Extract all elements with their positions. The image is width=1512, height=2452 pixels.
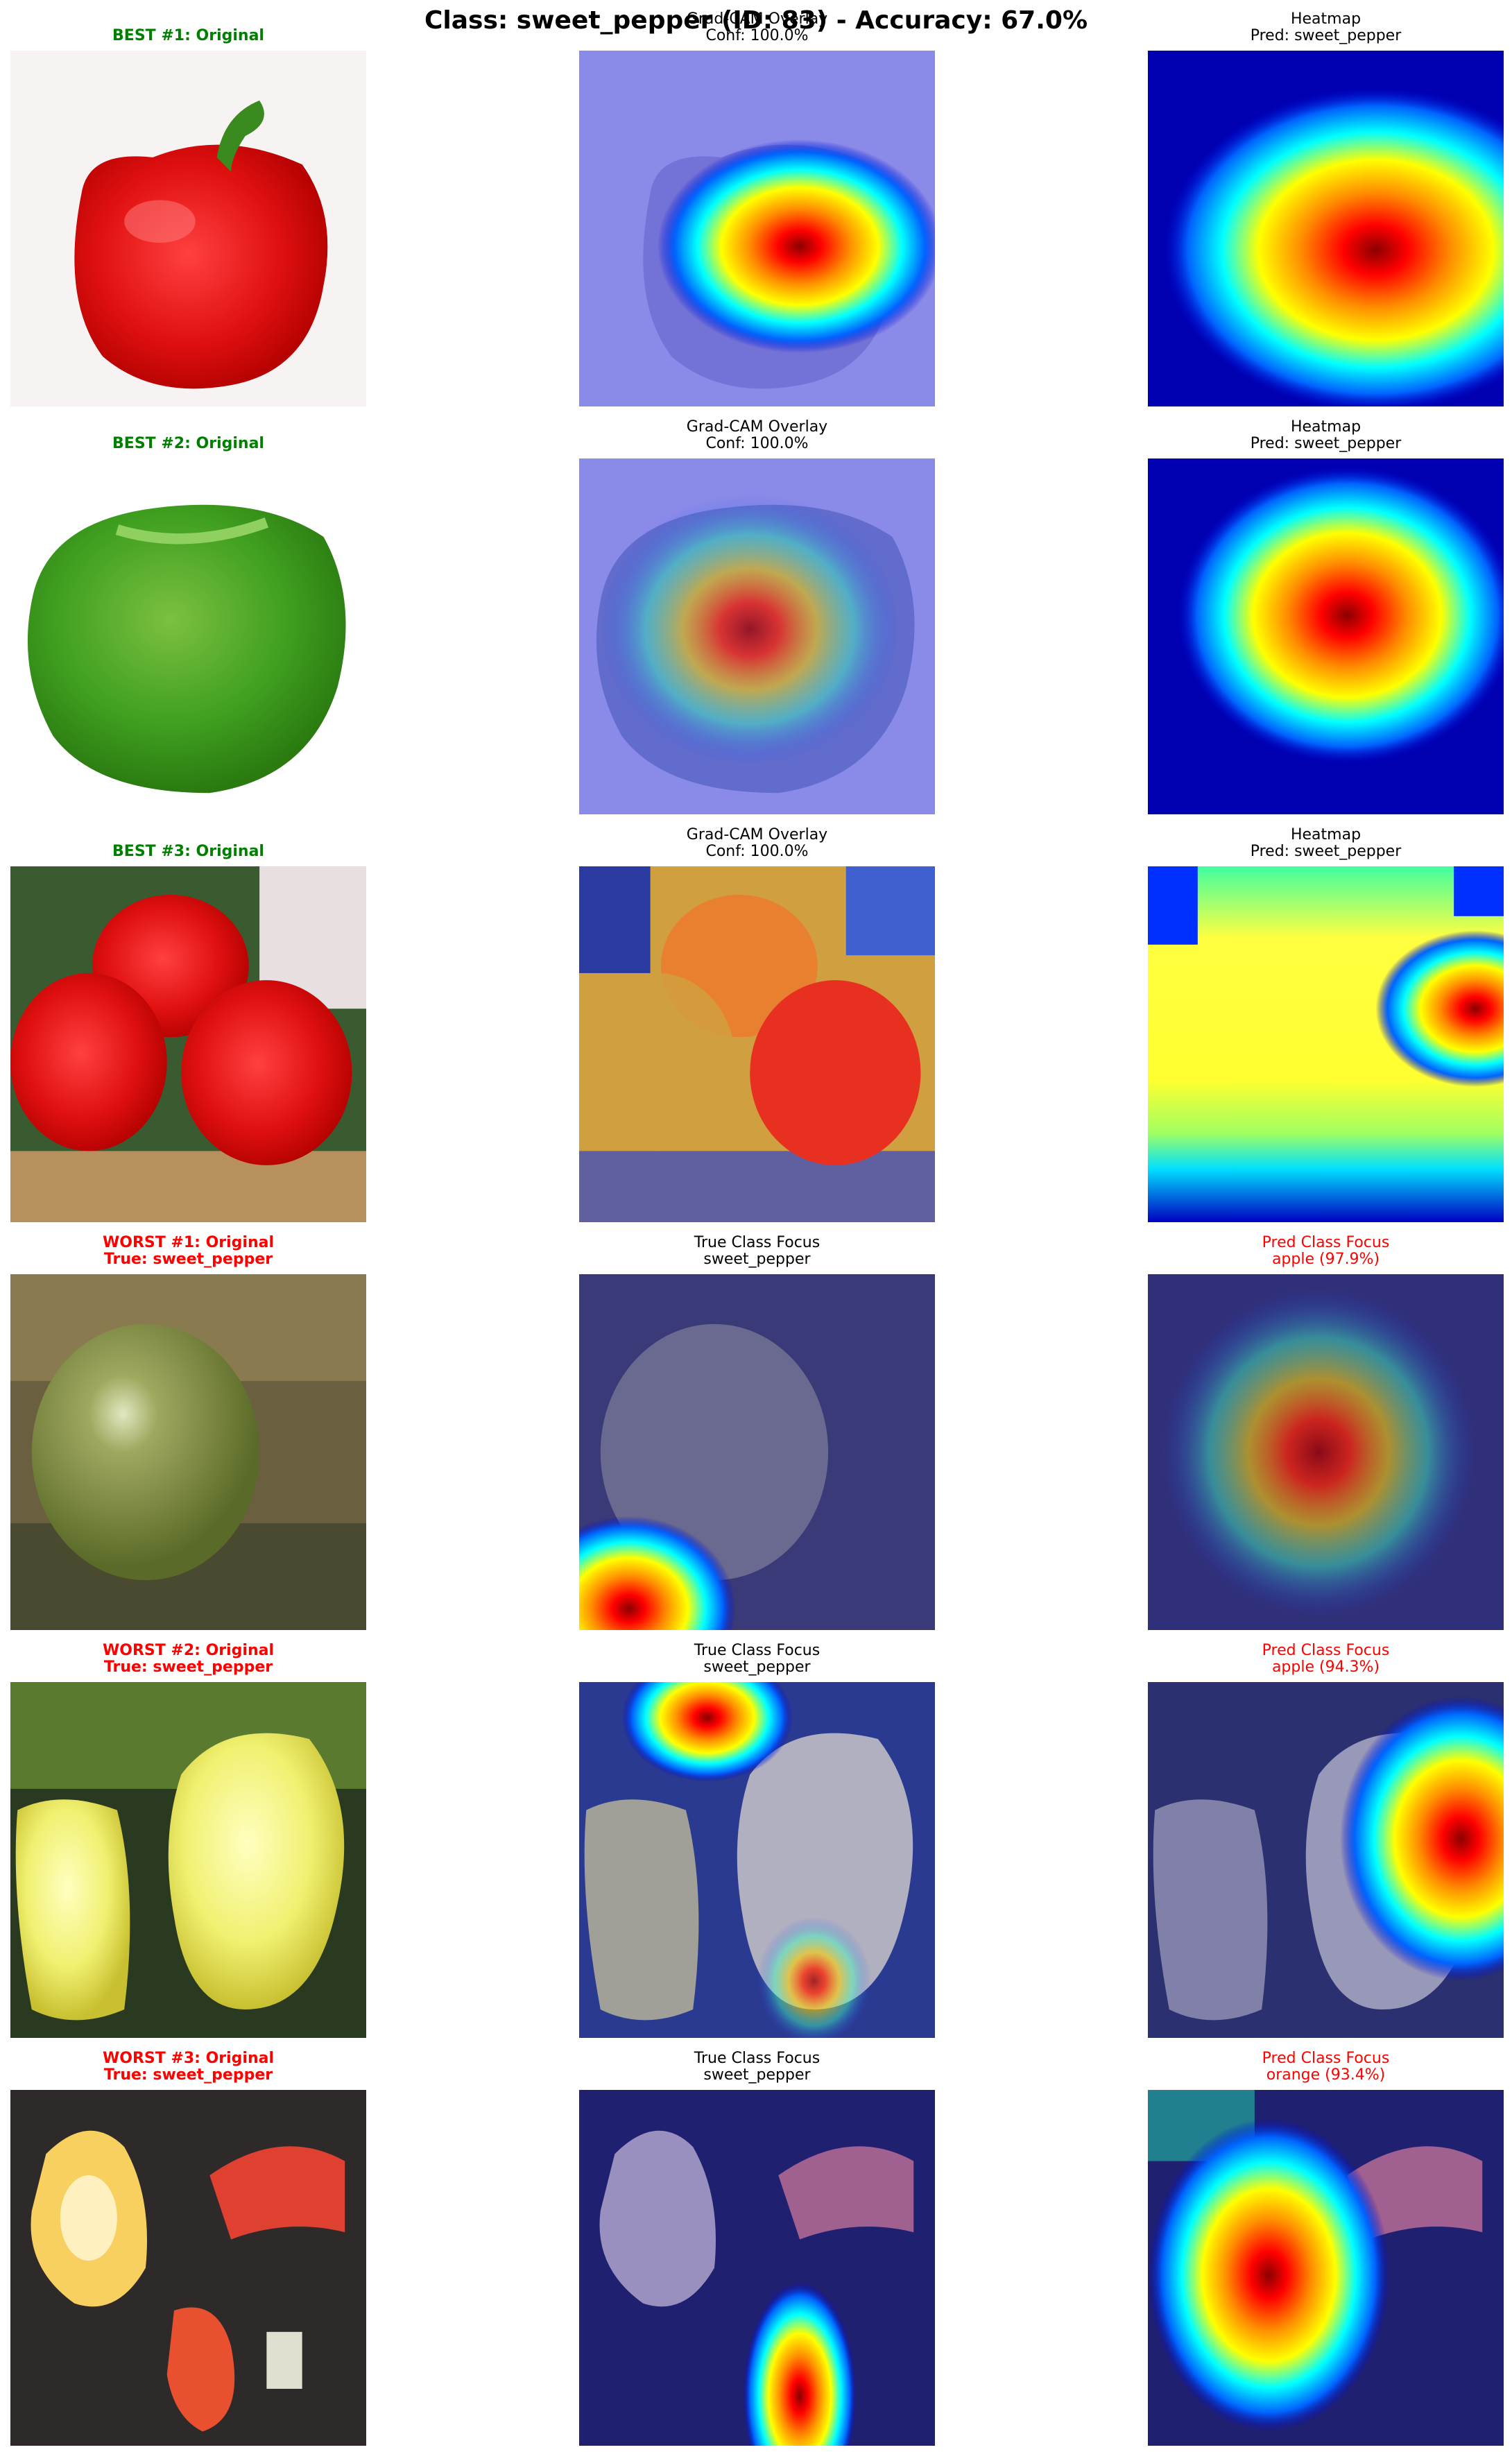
gradcam-overlay-image [579,2090,935,2446]
gradcam-overlay-image [579,1682,935,2038]
heatmap-title: Heatmap Pred: sweet_pepper [1250,10,1402,44]
heatmap-title: Heatmap Pred: sweet_pepper [1250,418,1402,452]
heatmap-image [1148,1274,1504,1630]
gradcam-overlay-image [579,866,935,1222]
overlay-title: Grad-CAM Overlay Conf: 100.0% [686,418,828,452]
original-image [10,1682,366,2038]
original-image [10,458,366,814]
heatmap-title: Pred Class Focus orange (93.4%) [1262,2050,1390,2084]
original-title: WORST #1: Original True: sweet_pepper [102,1234,275,1268]
heatmap-title: Pred Class Focus apple (97.9%) [1262,1234,1390,1268]
overlay-title: True Class Focus sweet_pepper [694,2050,821,2084]
original-image [10,1274,366,1630]
original-image [10,51,366,406]
heatmap-image [1148,2090,1504,2446]
gradcam-overlay-image [579,1274,935,1630]
overlay-title: True Class Focus sweet_pepper [694,1234,821,1268]
original-title: BEST #2: Original [112,435,264,452]
original-title: BEST #1: Original [112,27,264,44]
heatmap-image [1148,1682,1504,2038]
original-title: WORST #3: Original True: sweet_pepper [102,2050,275,2084]
original-title: BEST #3: Original [112,843,264,860]
overlay-title: Grad-CAM Overlay Conf: 100.0% [686,10,828,44]
gradcam-overlay-image [579,51,935,406]
overlay-title: Grad-CAM Overlay Conf: 100.0% [686,826,828,860]
heatmap-image [1148,458,1504,814]
gradcam-overlay-image [579,458,935,814]
heatmap-title: Pred Class Focus apple (94.3%) [1262,1642,1390,1676]
overlay-title: True Class Focus sweet_pepper [694,1642,821,1676]
original-title: WORST #2: Original True: sweet_pepper [102,1642,275,1676]
figure-title: Class: sweet_pepper (ID: 83) - Accuracy:… [424,6,1088,35]
original-image [10,866,366,1222]
heatmap-image [1148,51,1504,406]
heatmap-image [1148,866,1504,1222]
original-image [10,2090,366,2446]
heatmap-title: Heatmap Pred: sweet_pepper [1250,826,1402,860]
